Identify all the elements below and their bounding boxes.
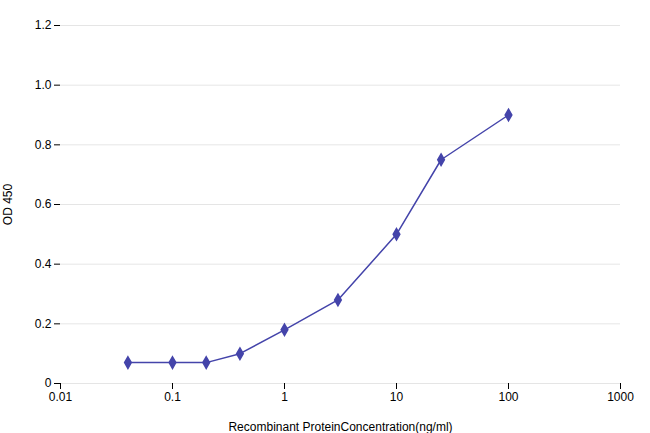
svg-text:OD 450: OD 450 [1,183,15,225]
svg-text:0.01: 0.01 [49,390,73,404]
svg-text:1.0: 1.0 [35,78,52,92]
svg-text:1000: 1000 [607,390,634,404]
svg-text:100: 100 [498,390,518,404]
svg-text:0.2: 0.2 [35,317,52,331]
svg-text:1.2: 1.2 [35,18,52,32]
svg-text:10: 10 [390,390,404,404]
svg-text:0.8: 0.8 [35,138,52,152]
svg-text:0: 0 [45,376,52,390]
svg-text:0.4: 0.4 [35,257,52,271]
svg-text:0.1: 0.1 [164,390,181,404]
svg-text:1: 1 [281,390,288,404]
svg-text:Recombinant ProteinConcentrati: Recombinant ProteinConcentration(ng/ml) [228,420,452,433]
svg-text:0.6: 0.6 [35,197,52,211]
